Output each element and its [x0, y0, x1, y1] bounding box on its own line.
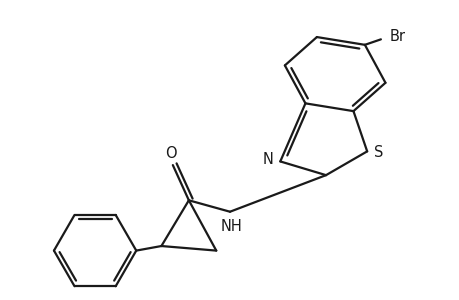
Text: N: N: [263, 152, 273, 166]
Text: S: S: [374, 145, 383, 160]
Text: NH: NH: [220, 219, 242, 234]
Text: Br: Br: [389, 29, 405, 44]
Text: O: O: [164, 146, 176, 160]
